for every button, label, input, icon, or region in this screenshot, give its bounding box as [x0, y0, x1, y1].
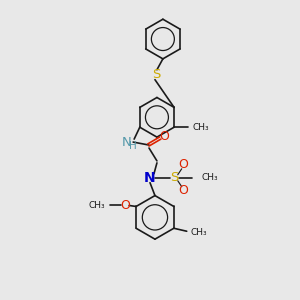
Text: S: S: [152, 68, 160, 81]
Text: CH₃: CH₃: [89, 201, 105, 210]
Text: O: O: [159, 130, 169, 142]
Text: O: O: [120, 199, 130, 212]
Text: CH₃: CH₃: [191, 228, 207, 237]
Text: O: O: [179, 184, 189, 197]
Text: O: O: [179, 158, 189, 171]
Text: CH₃: CH₃: [202, 173, 218, 182]
Text: S: S: [171, 171, 179, 184]
Text: N: N: [121, 136, 131, 148]
Text: N: N: [144, 171, 156, 185]
Text: H: H: [129, 141, 137, 151]
Text: CH₃: CH₃: [193, 123, 209, 132]
